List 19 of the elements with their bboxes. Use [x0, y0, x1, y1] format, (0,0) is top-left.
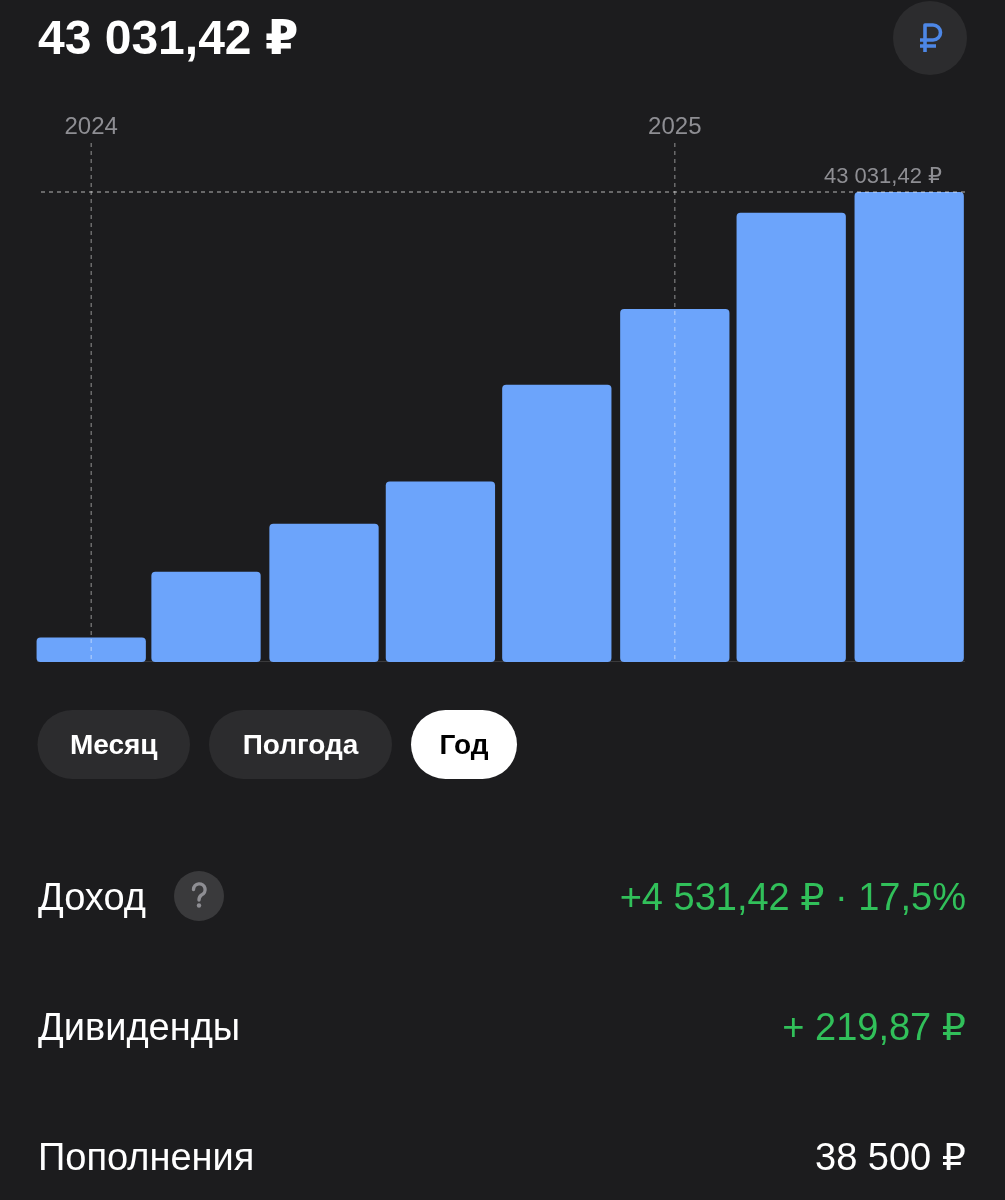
bar — [620, 309, 730, 662]
text: 43 031,42 ₽ — [824, 163, 942, 188]
bar — [269, 523, 379, 662]
bar — [151, 571, 261, 662]
bar — [36, 637, 146, 662]
bar — [854, 192, 964, 662]
toggle-button: Полгода — [209, 710, 392, 779]
x-tick-label: 2025 — [648, 112, 702, 139]
text: 38 500 ₽ — [815, 1136, 966, 1178]
text: Дивиденды — [38, 1006, 241, 1048]
text: + 219,87 ₽ — [782, 1006, 966, 1048]
text: Пополнения — [38, 1136, 255, 1178]
text: +4 531,42 ₽ · 17,5% — [619, 876, 966, 918]
bar — [502, 384, 612, 662]
chart-title: 43 031,42 ₽ — [38, 11, 299, 64]
bar — [736, 212, 846, 662]
bar — [385, 481, 496, 662]
x-tick-label: 2024 — [64, 112, 118, 139]
text: Доход — [38, 876, 146, 918]
